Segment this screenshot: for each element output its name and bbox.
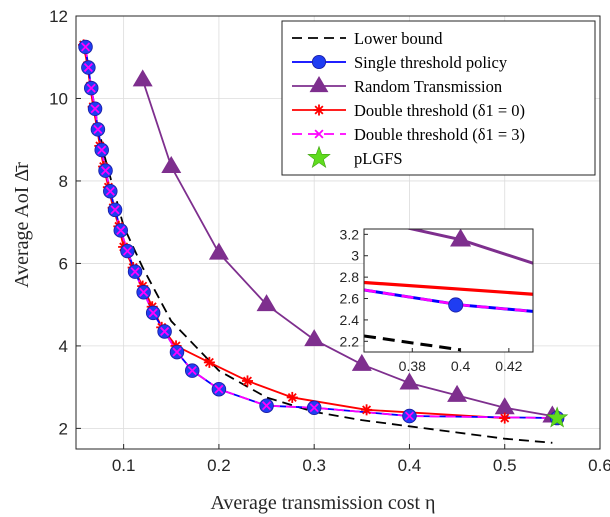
series-markers (78, 39, 569, 428)
legend-entry-random-transmission: Random Transmission (354, 77, 502, 96)
point-double-threshold-1-3 (86, 83, 96, 93)
legend-box (281, 20, 596, 176)
point-random-transmission (304, 329, 325, 347)
x-tick-label: 0.4 (398, 456, 422, 475)
point-double-threshold-1-3 (80, 42, 91, 52)
point-double-threshold-1-0 (361, 404, 373, 416)
point-random-transmission (399, 372, 420, 390)
point-random-transmission (351, 353, 372, 371)
y-tick-label: 4 (59, 337, 68, 356)
point-double-threshold-1-3 (309, 403, 319, 413)
point-double-threshold-1-3 (93, 124, 103, 134)
inset-y-tick-label: 3.2 (340, 226, 360, 242)
x-tick-label: 0.1 (112, 456, 136, 475)
legend-entry-single-threshold-policy: Single threshold policy (354, 53, 508, 72)
inset-line-double-threshold-1-0 (364, 280, 533, 296)
point-double-threshold-1-0 (241, 375, 254, 387)
point-double-threshold-1-3 (90, 104, 100, 114)
legend: Lower bound Single threshold policy Random… (281, 20, 596, 176)
inset-line-lower-bound (364, 334, 461, 352)
point-random-transmission (132, 69, 153, 87)
legend-entry-plgfs: pLGFS (354, 149, 403, 168)
inset-y-tick-label: 3 (351, 248, 359, 264)
point-double-threshold-1-3 (122, 246, 132, 256)
point-double-threshold-1-3 (105, 186, 115, 196)
point-double-threshold-1-3 (100, 166, 111, 176)
series-line-random-transmission (141, 79, 553, 417)
legend-entry-double-threshold-1-0: Double threshold (δ1 = 0) (354, 101, 525, 120)
point-double-threshold-1-3 (110, 205, 120, 215)
inset-x-tick-label: 0.42 (495, 358, 522, 374)
point-random-transmission (447, 384, 468, 402)
x-tick-label: 0.5 (493, 456, 517, 475)
point-double-threshold-1-3 (97, 145, 107, 155)
inset-series-lines (364, 229, 533, 352)
y-tick-label: 12 (49, 7, 68, 26)
legend-marker-plgfs (307, 145, 331, 169)
y-tick-label: 10 (49, 89, 68, 108)
y-tick-label: 8 (59, 172, 68, 191)
point-double-threshold-1-0 (499, 412, 511, 424)
inset-plot-area (364, 229, 533, 352)
point-double-threshold-1-3 (214, 384, 224, 394)
inset-point-single-threshold-policy (448, 297, 464, 313)
axes-box (75, 15, 601, 450)
point-double-threshold-1-3 (262, 401, 272, 411)
inset-plot: 0.38 0.4 0.42 2.2 2.4 2.6 2.8 3 3.2 (340, 226, 534, 374)
point-double-threshold-1-3 (172, 347, 182, 357)
inset-x-tick-label: 0.4 (451, 358, 471, 374)
inset-y-tick-label: 2.4 (340, 312, 360, 328)
y-tick-label: 2 (59, 419, 68, 438)
inset-y-tick-label: 2.6 (340, 291, 360, 307)
point-double-threshold-1-3 (139, 287, 149, 297)
legend-marker-single-threshold-policy (311, 54, 327, 70)
point-double-threshold-1-3 (83, 63, 93, 73)
inset-y-tick-label: 2.8 (340, 269, 360, 285)
x-tick-label: 0.2 (207, 456, 231, 475)
point-double-threshold-1-0 (203, 356, 215, 368)
point-double-threshold-1-3 (116, 225, 126, 235)
legend-entry-lower-bound: Lower bound (354, 29, 443, 48)
legend-marker-double-threshold-1-3 (314, 129, 324, 139)
y-axis-label: Average AoI Δ̄r (11, 162, 33, 288)
point-double-threshold-1-3 (187, 366, 197, 376)
point-plgfs (546, 406, 569, 428)
x-axis-label: Average transmission cost η (210, 492, 435, 514)
legend-marker-double-threshold-1-0 (313, 104, 325, 116)
point-random-transmission (256, 294, 277, 312)
inset-axes-box (363, 228, 534, 353)
y-tick-label: 6 (59, 254, 68, 273)
x-tick-label: 0.6 (588, 456, 610, 475)
point-double-threshold-1-3 (148, 308, 158, 318)
point-double-threshold-1-3 (130, 267, 140, 277)
point-double-threshold-1-3 (404, 411, 414, 421)
point-double-threshold-1-0 (286, 391, 298, 403)
point-random-transmission (161, 155, 182, 173)
point-double-threshold-1-3 (160, 326, 170, 337)
series-line-double-threshold-1-3 (84, 46, 558, 419)
legend-entry-double-threshold-1-3: Double threshold (δ1 = 3) (354, 125, 525, 144)
series-line-lower-bound (82, 44, 553, 444)
point-random-transmission (208, 242, 229, 260)
x-tick-label: 0.3 (302, 456, 326, 475)
inset-x-tick-label: 0.38 (399, 358, 426, 374)
inset-point-random-transmission (450, 229, 472, 247)
inset-y-tick-label: 2.2 (340, 333, 360, 349)
legend-marker-random-transmission (309, 76, 329, 93)
